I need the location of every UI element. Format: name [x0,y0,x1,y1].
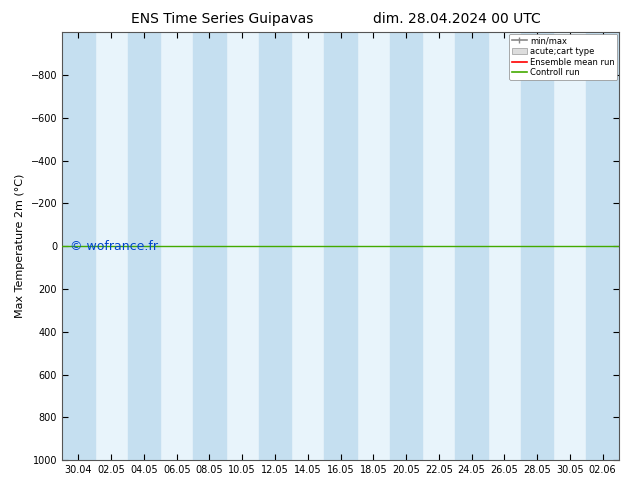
Bar [324,32,357,460]
Bar [259,32,292,460]
Text: © wofrance.fr: © wofrance.fr [70,240,158,253]
Text: ENS Time Series Guipavas: ENS Time Series Guipavas [131,12,313,26]
Bar [193,32,226,460]
Bar [521,32,553,460]
Y-axis label: Max Temperature 2m (°C): Max Temperature 2m (°C) [15,174,25,318]
Bar [586,32,619,460]
Bar [62,32,95,460]
Legend: min/max, acute;cart type, Ensemble mean run, Controll run: min/max, acute;cart type, Ensemble mean … [509,34,618,80]
Bar [127,32,160,460]
Bar [390,32,422,460]
Bar [455,32,488,460]
Text: dim. 28.04.2024 00 UTC: dim. 28.04.2024 00 UTC [373,12,540,26]
